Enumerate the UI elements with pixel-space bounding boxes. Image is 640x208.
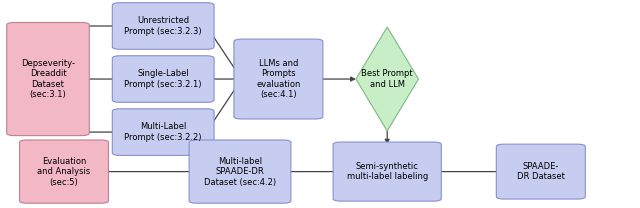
Text: Depseverity-
Dreaddit
Dataset
(sec:3.1): Depseverity- Dreaddit Dataset (sec:3.1)	[21, 59, 75, 99]
Text: Best Prompt
and LLM: Best Prompt and LLM	[362, 69, 413, 89]
FancyBboxPatch shape	[113, 3, 214, 49]
Text: SPAADE-
DR Dataset: SPAADE- DR Dataset	[517, 162, 564, 181]
Text: Semi-synthetic
multi-label labeling: Semi-synthetic multi-label labeling	[347, 162, 428, 181]
FancyBboxPatch shape	[333, 142, 442, 201]
FancyBboxPatch shape	[497, 144, 585, 199]
FancyBboxPatch shape	[6, 22, 90, 136]
Text: Multi-Label
Prompt (sec:3.2.2): Multi-Label Prompt (sec:3.2.2)	[124, 122, 202, 142]
Text: LLMs and
Prompts
evaluation
(sec:4.1): LLMs and Prompts evaluation (sec:4.1)	[256, 59, 301, 99]
Text: Evaluation
and Analysis
(sec:5): Evaluation and Analysis (sec:5)	[37, 157, 91, 187]
Text: Single-Label
Prompt (sec:3.2.1): Single-Label Prompt (sec:3.2.1)	[124, 69, 202, 89]
FancyBboxPatch shape	[189, 140, 291, 203]
Text: Unrestricted
Prompt (sec:3.2.3): Unrestricted Prompt (sec:3.2.3)	[124, 16, 202, 36]
FancyBboxPatch shape	[113, 56, 214, 102]
Polygon shape	[356, 27, 419, 131]
FancyBboxPatch shape	[113, 109, 214, 155]
Text: Multi-label
SPAADE-DR
Dataset (sec:4.2): Multi-label SPAADE-DR Dataset (sec:4.2)	[204, 157, 276, 187]
FancyBboxPatch shape	[234, 39, 323, 119]
FancyBboxPatch shape	[20, 140, 109, 203]
